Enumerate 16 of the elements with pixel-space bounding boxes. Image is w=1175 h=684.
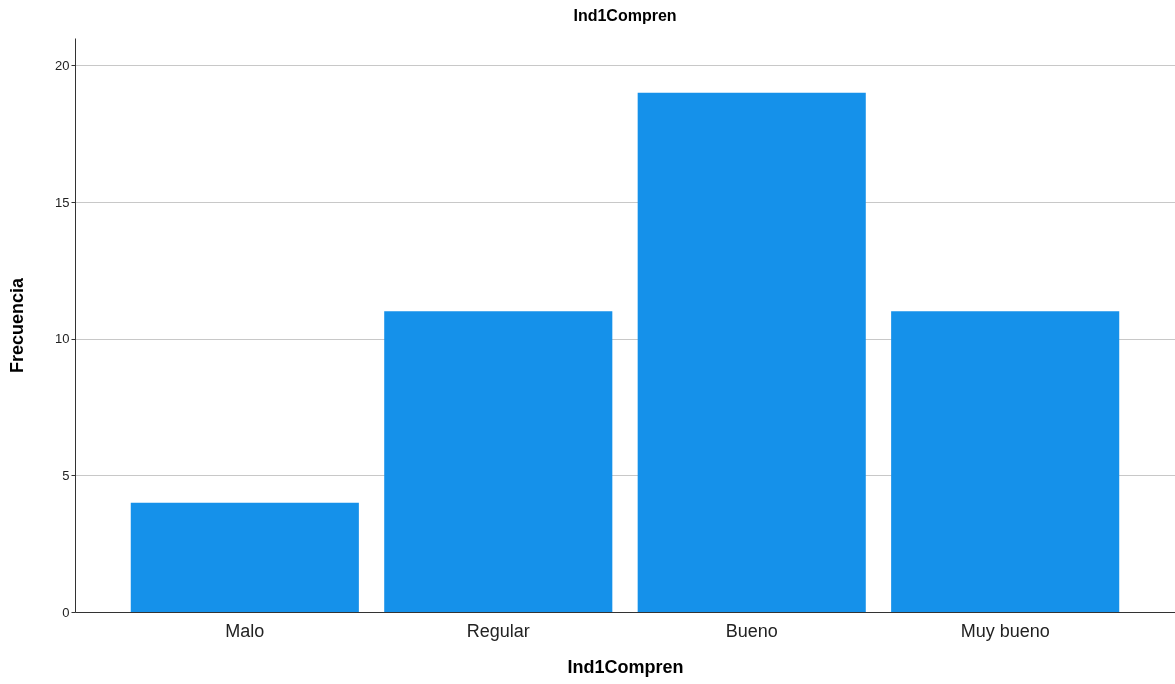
y-tick-label: 5 [62,467,70,483]
x-tick-label: Bueno [725,620,778,641]
y-tick-label: 0 [62,604,70,620]
bar [637,92,866,612]
y-axis-title: Frecuencia [7,276,28,374]
x-tick-label: Malo [225,620,265,641]
bar [384,311,613,612]
x-axis-title: Ind1Compren [567,656,684,677]
y-tick-label: 15 [55,194,70,210]
chart-title: Ind1Compren [573,7,677,24]
y-tick-label: 20 [55,57,70,73]
x-tick-label: Regular [466,620,530,641]
bar [130,502,359,612]
bar [891,311,1120,612]
y-tick-label: 10 [55,331,70,347]
x-tick-label: Muy bueno [960,620,1050,641]
